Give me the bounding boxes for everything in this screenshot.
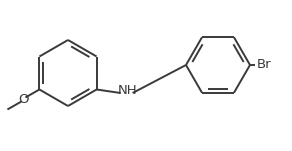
Text: NH: NH: [118, 84, 138, 97]
Text: O: O: [18, 93, 29, 106]
Text: Br: Br: [257, 58, 272, 72]
